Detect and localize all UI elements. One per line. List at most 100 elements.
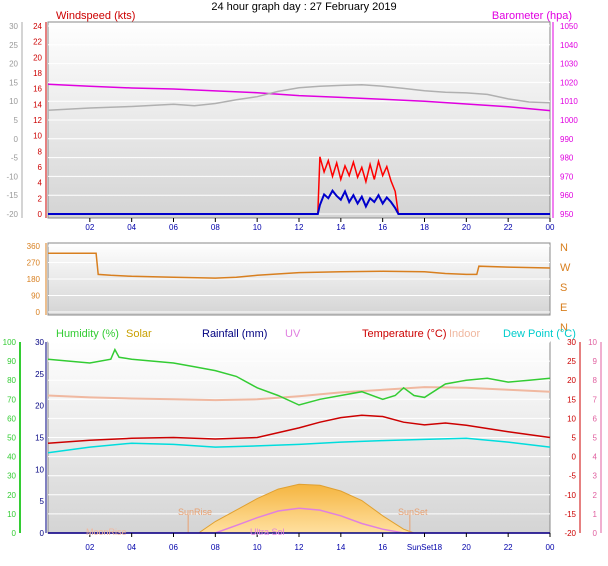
humidity-tick: 100 (3, 338, 17, 347)
x-tick-label: 12 (295, 223, 304, 232)
uv-tick: 7 (593, 395, 598, 404)
direction-tick: 270 (27, 259, 41, 268)
wind-outer-tick: -15 (6, 191, 18, 200)
temp-tick: 15 (567, 395, 576, 404)
x-tick-label: 20 (462, 223, 471, 232)
compass-label: E (560, 302, 567, 314)
direction-tick: 0 (36, 308, 41, 317)
wind-outer-tick: 25 (9, 41, 18, 50)
wind-series (47, 83, 551, 111)
direction-tick: 360 (27, 242, 41, 251)
x-tick-label: 20 (462, 543, 471, 552)
temp-tick: -15 (564, 510, 576, 519)
humidity-label: Humidity (%) (56, 328, 119, 340)
humidity-tick: 50 (7, 434, 16, 443)
temp-tick: 30 (567, 338, 576, 347)
barometer-series (47, 83, 551, 112)
uv-label: UV (285, 328, 301, 340)
humidity-tick: 30 (7, 472, 16, 481)
wind-inner-tick: 0 (38, 210, 43, 219)
barometer-tick: 950 (560, 210, 574, 219)
uv-tick: 3 (593, 472, 598, 481)
wind-inner-tick: 22 (33, 38, 42, 47)
x-tick-label: 12 (295, 543, 304, 552)
barometer-tick: 1030 (560, 60, 578, 69)
wind-inner-tick: 18 (33, 69, 42, 78)
temp-tick: 20 (567, 376, 576, 385)
uv-tick: 6 (593, 414, 598, 423)
humidity-tick: 60 (7, 414, 16, 423)
x-tick-label: 22 (504, 543, 513, 552)
humidity-tick: 10 (7, 510, 16, 519)
humidity-tick: 0 (12, 529, 17, 538)
wind-inner-tick: 12 (33, 116, 42, 125)
x-tick-label: 14 (336, 223, 345, 232)
rain-tick: 30 (35, 338, 44, 347)
rain-tick: 20 (35, 402, 44, 411)
temp-tick: -20 (564, 529, 576, 538)
x-tick-label: 04 (127, 543, 136, 552)
humidity-tick: 90 (7, 357, 16, 366)
wind-outer-tick: 0 (14, 135, 19, 144)
temp-tick: -10 (564, 491, 576, 500)
dew-point-series (47, 437, 551, 454)
humidity-series (47, 347, 551, 406)
x-tick-label: 08 (211, 223, 220, 232)
humidity-tick: 80 (7, 376, 16, 385)
temperature-series (47, 414, 551, 444)
solar-label: Solar (126, 328, 152, 340)
humidity-tick: 20 (7, 491, 16, 500)
uv-tick: 10 (588, 338, 597, 347)
rain-tick: 15 (35, 434, 44, 443)
wind-outer-tick: 20 (9, 60, 18, 69)
compass-label: N (560, 242, 568, 254)
x-tick-label: 00 (546, 223, 555, 232)
dew-point-label: Dew Point (°C) (503, 328, 576, 340)
uv-tick: 9 (593, 357, 598, 366)
rain-tick: 0 (40, 529, 45, 538)
wind-outer-tick: 15 (9, 78, 18, 87)
direction-tick: 90 (31, 292, 40, 301)
humidity-tick: 70 (7, 395, 16, 404)
wind-gust-series (48, 156, 550, 215)
x-tick-label: 06 (169, 543, 178, 552)
barometer-tick: 1020 (560, 78, 578, 87)
rain-tick: 10 (35, 465, 44, 474)
wind-outer-tick: 30 (9, 22, 18, 31)
direction-series (48, 252, 551, 279)
wind-outer-tick: 10 (9, 97, 18, 106)
barometer-tick: 980 (560, 154, 574, 163)
indoor-label: Indoor (449, 328, 481, 340)
wind-inner-tick: 20 (33, 53, 42, 62)
wind-inner-tick: 10 (33, 132, 42, 141)
uv-series (48, 507, 550, 534)
wind-outer-tick: 5 (14, 116, 19, 125)
x-tick-label: 18 (420, 223, 429, 232)
compass-label: N (560, 322, 568, 334)
x-tick-label: 16 (378, 543, 387, 552)
direction-tick: 180 (27, 275, 41, 284)
x-tick-label: 16 (378, 223, 387, 232)
wind-inner-tick: 16 (33, 85, 42, 94)
temp-tick: -5 (569, 472, 577, 481)
x-tick-label: 10 (253, 223, 262, 232)
wind-outer-tick: -5 (11, 154, 19, 163)
wind-outer-tick: -10 (6, 172, 18, 181)
barometer-tick: 990 (560, 135, 574, 144)
barometer-tick: 1000 (560, 116, 578, 125)
wind-inner-tick: 4 (38, 179, 43, 188)
wind-inner-tick: 14 (33, 100, 42, 109)
wind-inner-tick: 2 (38, 194, 43, 203)
rain-tick: 25 (35, 370, 44, 379)
x-tick-label: 10 (253, 543, 262, 552)
uv-tick: 0 (593, 529, 598, 538)
x-tick-label: 08 (211, 543, 220, 552)
uv-tick: 4 (593, 453, 598, 462)
humidity-tick: 40 (7, 453, 16, 462)
uv-ultra-label: Ultra Sol (250, 527, 285, 537)
sunrise-marker: SunRise (178, 507, 212, 517)
uv-tick: 1 (593, 510, 598, 519)
indoor-series (47, 386, 551, 402)
